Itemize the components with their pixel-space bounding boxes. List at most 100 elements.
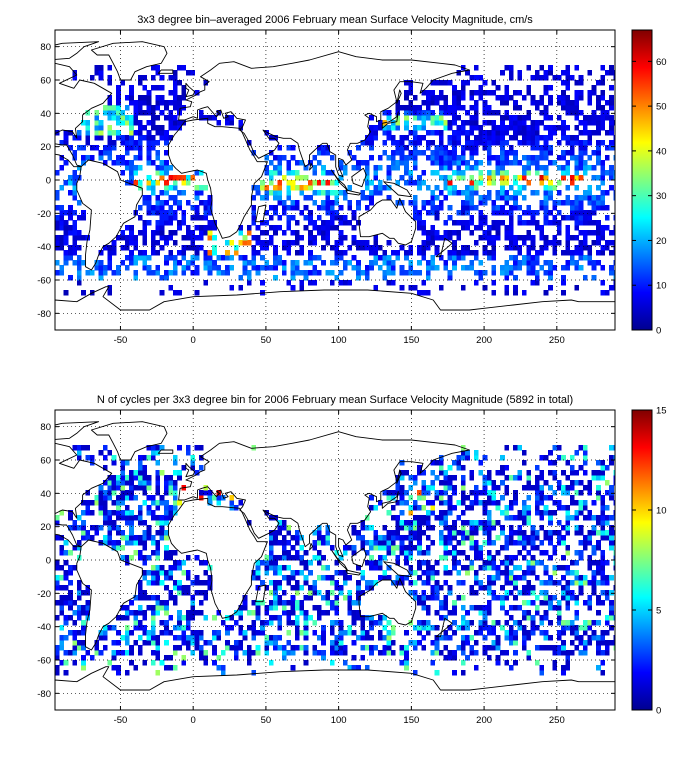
bin-cell bbox=[521, 450, 527, 456]
bin-cell bbox=[181, 570, 187, 576]
bin-cell bbox=[491, 225, 497, 231]
bin-cell bbox=[299, 280, 305, 286]
bin-cell bbox=[168, 630, 174, 636]
bin-cell bbox=[421, 580, 427, 586]
bin-cell bbox=[386, 170, 392, 176]
bin-cell bbox=[404, 135, 409, 141]
bin-cell bbox=[517, 235, 523, 241]
bin-cell bbox=[334, 560, 339, 566]
bin-cell bbox=[347, 630, 353, 636]
bin-cell bbox=[116, 530, 121, 536]
bin-cell bbox=[521, 220, 527, 226]
bin-cell bbox=[268, 545, 274, 551]
bin-cell bbox=[430, 190, 435, 196]
bin-cell bbox=[604, 245, 610, 251]
bin-cell bbox=[513, 640, 518, 646]
bin-cell bbox=[68, 180, 73, 186]
bin-cell bbox=[504, 195, 510, 201]
bin-cell bbox=[587, 625, 593, 631]
bin-cell bbox=[543, 565, 549, 571]
bin-cell bbox=[408, 170, 414, 176]
y-tick-label: 80 bbox=[40, 422, 51, 433]
bin-cell bbox=[72, 210, 78, 216]
bin-cell bbox=[212, 630, 217, 636]
bin-cell bbox=[482, 100, 488, 106]
bin-cell bbox=[155, 605, 161, 611]
bin-cell bbox=[569, 470, 575, 476]
bin-cell bbox=[504, 125, 510, 131]
bin-cell bbox=[142, 260, 147, 266]
bin-cell bbox=[325, 270, 331, 276]
bin-cell bbox=[159, 605, 165, 611]
bin-cell bbox=[504, 275, 510, 281]
bin-cell bbox=[107, 660, 113, 666]
bin-cell bbox=[543, 190, 549, 196]
bin-cell bbox=[583, 230, 588, 236]
bin-cell bbox=[273, 275, 278, 281]
bin-cell bbox=[425, 595, 431, 601]
bin-cell bbox=[111, 455, 117, 461]
bin-cell bbox=[561, 130, 566, 136]
bin-cell bbox=[604, 505, 610, 511]
bin-cell bbox=[604, 480, 610, 486]
bin-cell bbox=[181, 615, 187, 621]
bin-cell bbox=[369, 555, 374, 561]
bin-cell bbox=[203, 615, 209, 621]
bin-cell bbox=[587, 580, 593, 586]
bin-cell bbox=[338, 585, 344, 591]
bin-cell bbox=[225, 120, 230, 126]
bin-cell bbox=[460, 595, 466, 601]
bin-cell bbox=[552, 205, 558, 211]
bin-cell bbox=[364, 185, 370, 191]
bin-cell bbox=[273, 515, 278, 521]
bin-cell bbox=[465, 570, 470, 576]
bin-cell bbox=[473, 240, 479, 246]
bin-cell bbox=[613, 445, 615, 451]
bin-cell bbox=[526, 125, 531, 131]
bin-cell bbox=[159, 500, 165, 506]
bin-cell bbox=[613, 275, 615, 281]
bin-cell bbox=[439, 130, 444, 136]
bin-cell bbox=[155, 195, 161, 201]
bin-cell bbox=[177, 625, 182, 631]
bin-cell bbox=[556, 230, 562, 236]
bin-cell bbox=[286, 170, 291, 176]
bin-cell bbox=[316, 540, 322, 546]
bin-cell bbox=[408, 180, 414, 186]
bin-cell bbox=[290, 605, 296, 611]
bin-cell bbox=[351, 265, 357, 271]
bin-cell bbox=[316, 575, 322, 581]
bin-cell bbox=[382, 635, 387, 641]
bin-cell bbox=[491, 205, 497, 211]
bin-cell bbox=[55, 515, 60, 521]
bin-cell bbox=[129, 225, 134, 231]
bin-cell bbox=[469, 470, 475, 476]
bin-cell bbox=[242, 595, 248, 601]
bin-cell bbox=[495, 485, 501, 491]
bin-cell bbox=[539, 620, 545, 626]
bin-cell bbox=[369, 615, 374, 621]
bin-cell bbox=[548, 150, 553, 156]
bin-cell bbox=[587, 115, 593, 121]
bin-cell bbox=[561, 250, 566, 256]
bin-cell bbox=[391, 505, 396, 511]
bin-cell bbox=[129, 555, 134, 561]
bin-cell bbox=[565, 520, 571, 526]
bin-cell bbox=[146, 480, 152, 486]
bin-cell bbox=[321, 200, 326, 206]
bin-cell bbox=[216, 255, 222, 261]
bin-cell bbox=[425, 485, 431, 491]
bin-cell bbox=[452, 115, 457, 121]
bin-cell bbox=[526, 560, 531, 566]
bin-cell bbox=[172, 625, 178, 631]
bin-cell bbox=[137, 145, 143, 151]
bin-cell bbox=[465, 220, 470, 226]
bin-cell bbox=[465, 190, 470, 196]
bin-cell bbox=[129, 630, 134, 636]
bin-cell bbox=[172, 175, 178, 181]
bin-cell bbox=[194, 170, 200, 176]
bin-cell bbox=[321, 635, 326, 641]
bin-cell bbox=[521, 530, 527, 536]
bin-cell bbox=[325, 240, 331, 246]
bin-cell bbox=[430, 505, 435, 511]
